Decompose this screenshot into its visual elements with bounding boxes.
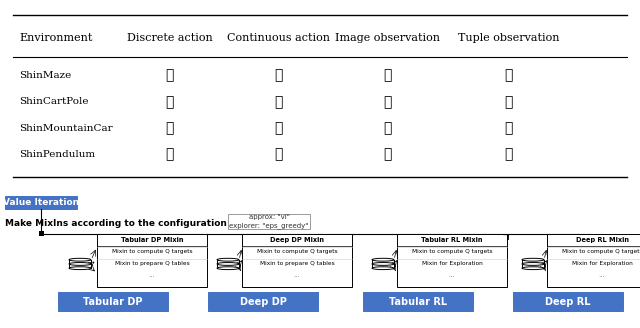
Text: Mixin to compute Q targets: Mixin to compute Q targets: [562, 249, 640, 254]
Text: ✓: ✓: [274, 148, 283, 162]
Bar: [397, 234, 507, 287]
Text: ...: ...: [449, 272, 456, 278]
Text: ShinPendulum: ShinPendulum: [19, 150, 95, 159]
Text: ShinCartPole: ShinCartPole: [19, 97, 89, 106]
Text: ✓: ✓: [383, 148, 392, 162]
Bar: [363, 292, 473, 311]
Ellipse shape: [522, 262, 544, 265]
Text: Tuple observation: Tuple observation: [458, 33, 559, 43]
Bar: [228, 214, 310, 229]
Text: Value Iteration: Value Iteration: [3, 198, 79, 207]
Text: Environment: Environment: [19, 33, 93, 43]
Text: Deep DP Mixin: Deep DP Mixin: [270, 237, 324, 243]
Text: Deep DP: Deep DP: [239, 297, 287, 307]
Ellipse shape: [372, 262, 394, 265]
Text: Mixin to compute Q targets: Mixin to compute Q targets: [412, 249, 492, 254]
Text: Deep RL Mixin: Deep RL Mixin: [575, 237, 628, 243]
Text: ✗: ✗: [383, 69, 392, 82]
Ellipse shape: [69, 267, 91, 270]
Text: ✓: ✓: [504, 121, 513, 135]
Bar: [513, 292, 623, 311]
Bar: [547, 234, 640, 287]
Text: Image observation: Image observation: [335, 33, 440, 43]
Text: Mixin to prepare Q tables: Mixin to prepare Q tables: [115, 261, 189, 266]
Ellipse shape: [522, 267, 544, 270]
Text: ...: ...: [294, 272, 300, 278]
Bar: [69, 260, 91, 268]
Ellipse shape: [522, 258, 544, 261]
Text: Mixin to compute Q targets: Mixin to compute Q targets: [112, 249, 192, 254]
Ellipse shape: [69, 258, 91, 261]
Text: Deep RL: Deep RL: [545, 297, 591, 307]
Text: ...: ...: [598, 272, 605, 278]
Text: ✗: ✗: [274, 69, 283, 82]
Bar: [522, 260, 544, 268]
Text: Tabular DP: Tabular DP: [83, 297, 143, 307]
Ellipse shape: [69, 262, 91, 265]
Text: ✓: ✓: [274, 121, 283, 135]
Text: ✓: ✓: [274, 95, 283, 109]
Text: Mixin to prepare Q tables: Mixin to prepare Q tables: [260, 261, 334, 266]
Bar: [372, 260, 394, 268]
Text: ShinMountainCar: ShinMountainCar: [19, 124, 113, 133]
Bar: [5, 196, 77, 209]
Text: Tabular RL: Tabular RL: [389, 297, 447, 307]
Text: Make MixIns according to the configuration: Make MixIns according to the configurati…: [5, 219, 227, 228]
Text: Discrete action: Discrete action: [127, 33, 212, 43]
Text: Mixin for Exploration: Mixin for Exploration: [422, 261, 483, 266]
Bar: [217, 260, 239, 268]
Ellipse shape: [372, 258, 394, 261]
Bar: [38, 232, 44, 236]
Text: ✓: ✓: [504, 148, 513, 162]
Ellipse shape: [217, 258, 239, 261]
Text: ✓: ✓: [165, 121, 174, 135]
Ellipse shape: [372, 267, 394, 270]
Text: Mixin for Exploration: Mixin for Exploration: [572, 261, 632, 266]
Text: approx: "vi"
explorer: "eps_greedy": approx: "vi" explorer: "eps_greedy": [229, 214, 308, 230]
Bar: [208, 292, 318, 311]
Text: ✓: ✓: [165, 69, 174, 82]
Bar: [58, 292, 168, 311]
Ellipse shape: [217, 262, 239, 265]
Text: ✓: ✓: [165, 148, 174, 162]
Ellipse shape: [217, 267, 239, 270]
Text: Mixin to compute Q targets: Mixin to compute Q targets: [257, 249, 337, 254]
Text: ✓: ✓: [504, 69, 513, 82]
Text: Tabular RL Mixin: Tabular RL Mixin: [421, 237, 483, 243]
Text: ...: ...: [148, 272, 156, 278]
Text: ShinMaze: ShinMaze: [19, 71, 72, 80]
Bar: [97, 234, 207, 287]
Text: ✓: ✓: [504, 95, 513, 109]
Bar: [242, 234, 352, 287]
Text: Tabular DP Mixin: Tabular DP Mixin: [121, 237, 183, 243]
Text: ✓: ✓: [383, 121, 392, 135]
Text: ⌝: ⌝: [502, 233, 510, 251]
Text: ✗: ✗: [383, 95, 392, 109]
Text: Continuous action: Continuous action: [227, 33, 330, 43]
Text: ✓: ✓: [165, 95, 174, 109]
